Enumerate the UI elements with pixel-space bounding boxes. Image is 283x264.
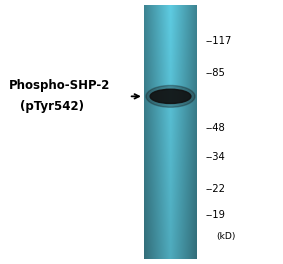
Text: --34: --34 [205,152,225,162]
Text: --117: --117 [205,36,231,46]
Text: --19: --19 [205,210,225,220]
Ellipse shape [146,86,195,107]
Text: --85: --85 [205,68,225,78]
Text: --48: --48 [205,123,225,133]
Ellipse shape [150,89,191,103]
Text: Phospho-SHP-2: Phospho-SHP-2 [8,79,110,92]
Text: --22: --22 [205,184,225,194]
Text: (pTyr542): (pTyr542) [20,100,84,114]
Text: (kD): (kD) [216,232,236,241]
